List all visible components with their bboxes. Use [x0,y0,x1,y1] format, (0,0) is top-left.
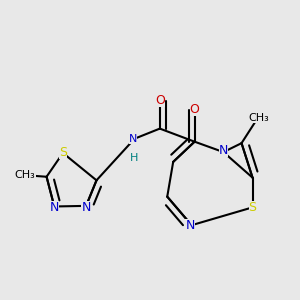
Text: CH₃: CH₃ [15,170,35,180]
Text: O: O [190,103,200,116]
Text: N: N [185,219,195,232]
Text: CH₃: CH₃ [249,113,269,123]
Text: S: S [59,146,67,160]
Text: N: N [129,134,137,144]
Text: S: S [248,201,256,214]
Text: O: O [155,94,165,107]
Text: N: N [50,202,59,214]
Text: N: N [81,201,91,214]
Text: H: H [130,153,138,163]
Text: N: N [219,144,228,157]
